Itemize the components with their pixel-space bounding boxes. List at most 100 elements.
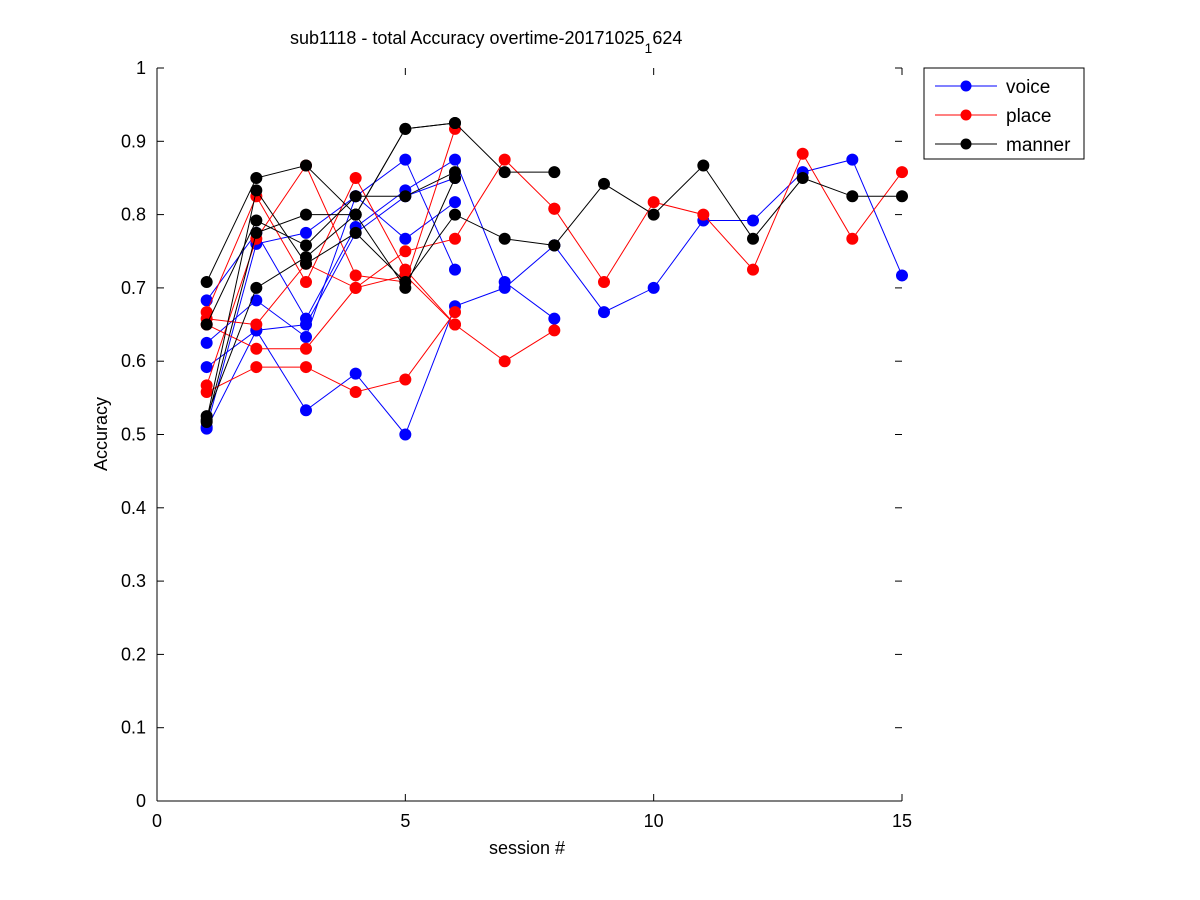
data-point-manner xyxy=(300,208,312,221)
data-point-manner xyxy=(896,190,908,203)
data-point-place xyxy=(548,324,561,337)
data-point-place xyxy=(697,208,710,221)
data-point-voice xyxy=(449,263,461,276)
data-point-manner xyxy=(498,166,511,179)
data-point-place xyxy=(747,263,759,276)
legend-marker xyxy=(960,138,972,150)
y-tick-label: 0.7 xyxy=(121,278,146,298)
data-point-place xyxy=(250,342,263,355)
data-point-place xyxy=(449,318,461,331)
data-point-manner xyxy=(349,226,362,239)
axis-layer: 0 5 10 15 0 0.1 0.2 0.3 0.4 0.5 0.6 0.7 0.8 0.9 1 xyxy=(121,58,912,831)
series-layer xyxy=(200,116,908,441)
y-tick-label: 0.9 xyxy=(121,131,146,151)
data-point-voice xyxy=(449,153,461,166)
data-point-manner xyxy=(300,239,312,252)
data-point-voice xyxy=(300,226,312,239)
y-tick-label: 0.5 xyxy=(121,425,146,445)
data-point-manner xyxy=(399,122,412,135)
data-point-voice xyxy=(548,312,561,325)
data-point-manner xyxy=(548,166,561,179)
data-point-place xyxy=(449,232,461,245)
data-point-place xyxy=(846,232,859,245)
series-place xyxy=(548,147,908,289)
data-point-voice xyxy=(647,281,660,294)
data-point-manner xyxy=(449,208,461,221)
data-point-manner xyxy=(250,214,263,227)
data-point-voice xyxy=(598,306,610,319)
legend-item-manner: manner xyxy=(935,135,1071,156)
data-point-place xyxy=(796,147,809,160)
series-line-voice xyxy=(206,195,456,344)
series-manner xyxy=(548,159,908,252)
x-tick-label: 10 xyxy=(644,811,664,831)
data-point-place xyxy=(300,361,312,374)
data-point-place xyxy=(349,269,362,282)
data-point-voice xyxy=(200,361,213,374)
x-axis-label: session # xyxy=(489,838,565,858)
series-line-manner xyxy=(206,171,456,325)
x-tick-label: 15 xyxy=(892,811,912,831)
data-point-manner xyxy=(498,232,511,245)
series-line-place xyxy=(206,176,456,325)
y-tick-label: 0.3 xyxy=(121,571,146,591)
data-point-manner xyxy=(250,184,263,197)
series-manner xyxy=(200,166,461,331)
data-point-manner xyxy=(349,190,362,203)
data-point-voice xyxy=(399,428,412,441)
series-line-manner xyxy=(206,177,456,417)
series-line-voice xyxy=(206,245,555,436)
chart-title-subscript: 1 xyxy=(645,40,653,56)
data-point-manner xyxy=(647,208,660,221)
data-point-place xyxy=(598,276,610,289)
legend-marker xyxy=(960,80,972,92)
data-point-voice xyxy=(896,269,908,282)
data-point-manner xyxy=(449,116,461,129)
data-point-place xyxy=(200,385,213,398)
x-tick-label: 0 xyxy=(152,811,162,831)
data-point-manner xyxy=(548,239,561,252)
x-tick-label: 5 xyxy=(400,811,410,831)
data-point-voice xyxy=(399,153,412,166)
y-tick-label: 0.2 xyxy=(121,644,146,664)
series-line-voice xyxy=(206,158,555,320)
series-place xyxy=(200,257,561,368)
data-point-voice xyxy=(200,336,213,349)
data-point-manner xyxy=(200,318,213,331)
data-point-place xyxy=(300,342,312,355)
legend-label: place xyxy=(1006,106,1051,127)
y-tick-label: 1 xyxy=(136,58,146,78)
data-point-manner xyxy=(846,190,859,203)
data-point-voice xyxy=(747,214,759,227)
y-tick-label: 0.1 xyxy=(121,718,146,738)
y-tick-label: 0.6 xyxy=(121,351,146,371)
data-point-manner xyxy=(697,159,710,172)
data-point-place xyxy=(349,281,362,294)
data-point-voice xyxy=(399,232,412,245)
data-point-place xyxy=(548,202,561,215)
series-place xyxy=(200,306,461,398)
legend: voice place manner xyxy=(923,67,1085,160)
y-tick-label: 0 xyxy=(136,791,146,811)
legend-marker xyxy=(960,109,972,121)
series-line-place xyxy=(206,311,456,393)
series-line-place xyxy=(206,263,555,362)
data-point-place xyxy=(399,245,412,258)
data-point-voice xyxy=(250,294,263,307)
data-point-manner xyxy=(250,281,263,294)
data-point-manner xyxy=(598,177,610,190)
data-point-place xyxy=(896,166,908,179)
data-point-place xyxy=(498,153,511,166)
data-point-place xyxy=(300,276,312,289)
data-point-voice xyxy=(846,153,859,166)
data-point-place xyxy=(250,361,263,374)
data-point-manner xyxy=(399,190,412,203)
data-point-manner xyxy=(250,171,263,184)
y-tick-label: 0.4 xyxy=(121,498,146,518)
data-point-place xyxy=(349,171,362,184)
series-line-manner xyxy=(206,122,555,423)
y-tick-label: 0.8 xyxy=(121,205,146,225)
data-point-place xyxy=(399,373,412,386)
data-point-place xyxy=(449,306,461,319)
